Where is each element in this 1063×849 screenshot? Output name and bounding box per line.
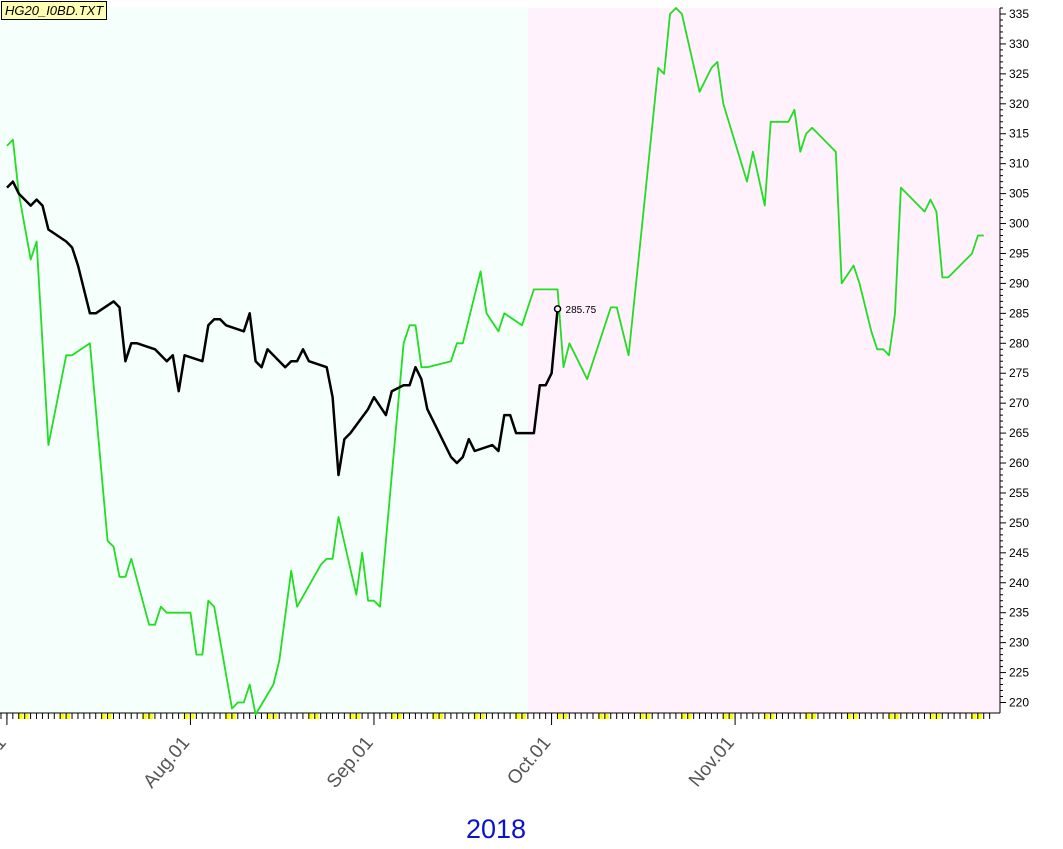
x-weekend-marker bbox=[230, 714, 236, 719]
x-weekend-marker bbox=[597, 714, 603, 719]
y-tick-label: 325 bbox=[1009, 67, 1029, 81]
x-weekend-marker bbox=[852, 714, 858, 719]
y-tick-label: 290 bbox=[1009, 276, 1029, 290]
y-tick-label: 235 bbox=[1009, 606, 1029, 620]
x-weekend-marker bbox=[106, 714, 112, 719]
green-series-line bbox=[6, 7, 984, 716]
x-weekend-marker bbox=[686, 714, 692, 719]
x-weekend-marker bbox=[805, 714, 811, 719]
x-weekend-marker bbox=[722, 714, 728, 719]
file-name-label: HG20_I0BD.TXT bbox=[1, 1, 108, 20]
y-tick-label: 270 bbox=[1009, 396, 1029, 410]
y-tick-label: 250 bbox=[1009, 516, 1029, 530]
x-weekend-marker bbox=[65, 714, 71, 719]
x-weekend-marker bbox=[183, 714, 189, 719]
x-tick-label: Jul.01 bbox=[0, 733, 11, 785]
x-tick-label: Oct.01 bbox=[503, 733, 555, 789]
black-series-line bbox=[6, 180, 559, 477]
x-weekend-marker bbox=[17, 714, 23, 719]
x-weekend-marker bbox=[390, 714, 396, 719]
year-axis-label: 2018 bbox=[466, 814, 527, 844]
x-weekend-marker bbox=[728, 714, 734, 719]
x-weekend-marker bbox=[189, 714, 195, 719]
x-weekend-marker bbox=[645, 714, 651, 719]
x-weekend-marker bbox=[520, 714, 526, 719]
y-tick-label: 260 bbox=[1009, 456, 1029, 470]
y-tick-label: 300 bbox=[1009, 217, 1029, 231]
y-tick-label: 285 bbox=[1009, 306, 1029, 320]
x-weekend-marker bbox=[562, 714, 568, 719]
x-weekend-marker bbox=[893, 714, 899, 719]
y-tick-label: 240 bbox=[1009, 576, 1029, 590]
x-weekend-marker bbox=[935, 714, 941, 719]
y-tick-label: 310 bbox=[1009, 157, 1029, 171]
y-axis: 220 225 230 235 240 245 250 255 260 265 270 275 280 2… bbox=[999, 7, 1029, 713]
y-tick-label: 245 bbox=[1009, 546, 1029, 560]
y-tick-label: 255 bbox=[1009, 486, 1029, 500]
x-weekend-marker bbox=[970, 714, 976, 719]
x-weekend-marker bbox=[556, 714, 562, 719]
x-weekend-marker bbox=[307, 714, 313, 719]
x-weekend-marker bbox=[266, 714, 272, 719]
x-weekend-marker bbox=[224, 714, 230, 719]
x-weekend-marker bbox=[976, 714, 982, 719]
x-weekend-marker bbox=[473, 714, 479, 719]
x-weekend-marker bbox=[59, 714, 65, 719]
x-weekend-marker bbox=[769, 714, 775, 719]
series-group: 285.75 bbox=[6, 7, 984, 716]
x-weekend-marker bbox=[313, 714, 319, 719]
y-tick-label: 230 bbox=[1009, 636, 1029, 650]
y-tick-label: 305 bbox=[1009, 187, 1029, 201]
x-weekend-marker bbox=[100, 714, 106, 719]
y-tick-label: 225 bbox=[1009, 666, 1029, 680]
x-axis: Jul.01 Aug.01 Sep.01 Oct.01 Nov.01 bbox=[0, 712, 1000, 793]
y-tick-label: 280 bbox=[1009, 336, 1029, 350]
y-tick-label: 295 bbox=[1009, 246, 1029, 260]
x-weekend-marker bbox=[349, 714, 355, 719]
x-weekend-marker bbox=[811, 714, 817, 719]
x-weekend-marker bbox=[23, 714, 29, 719]
x-weekend-marker bbox=[888, 714, 893, 719]
y-tick-label: 315 bbox=[1009, 127, 1029, 141]
y-tick-label: 335 bbox=[1009, 7, 1029, 21]
y-tick-label: 265 bbox=[1009, 426, 1029, 440]
x-tick-label: Sep.01 bbox=[323, 733, 378, 793]
x-weekend-marker bbox=[603, 714, 609, 719]
x-weekend-marker bbox=[432, 714, 438, 719]
x-weekend-marker bbox=[148, 714, 153, 719]
x-weekend-marker bbox=[639, 714, 645, 719]
x-weekend-marker bbox=[929, 714, 935, 719]
x-weekend-marker bbox=[355, 714, 361, 719]
x-weekend-marker bbox=[515, 714, 521, 719]
x-tick-label: Aug.01 bbox=[139, 733, 194, 793]
y-tick-label: 330 bbox=[1009, 37, 1029, 51]
x-weekend-marker bbox=[680, 714, 686, 719]
last-value-label: 285.75 bbox=[566, 305, 597, 316]
y-tick-label: 220 bbox=[1009, 696, 1029, 710]
x-weekend-marker bbox=[846, 714, 852, 719]
x-tick-label: Nov.01 bbox=[685, 733, 739, 792]
y-tick-label: 320 bbox=[1009, 97, 1029, 111]
x-weekend-marker bbox=[438, 714, 444, 719]
x-weekend-marker bbox=[272, 714, 278, 719]
last-value-marker bbox=[553, 305, 562, 313]
forecast-background-region bbox=[528, 8, 1000, 713]
x-weekend-marker bbox=[396, 714, 402, 719]
x-weekend-marker bbox=[763, 714, 769, 719]
y-tick-label: 275 bbox=[1009, 366, 1029, 380]
x-weekend-marker bbox=[142, 714, 148, 719]
x-weekend-marker bbox=[479, 714, 485, 719]
